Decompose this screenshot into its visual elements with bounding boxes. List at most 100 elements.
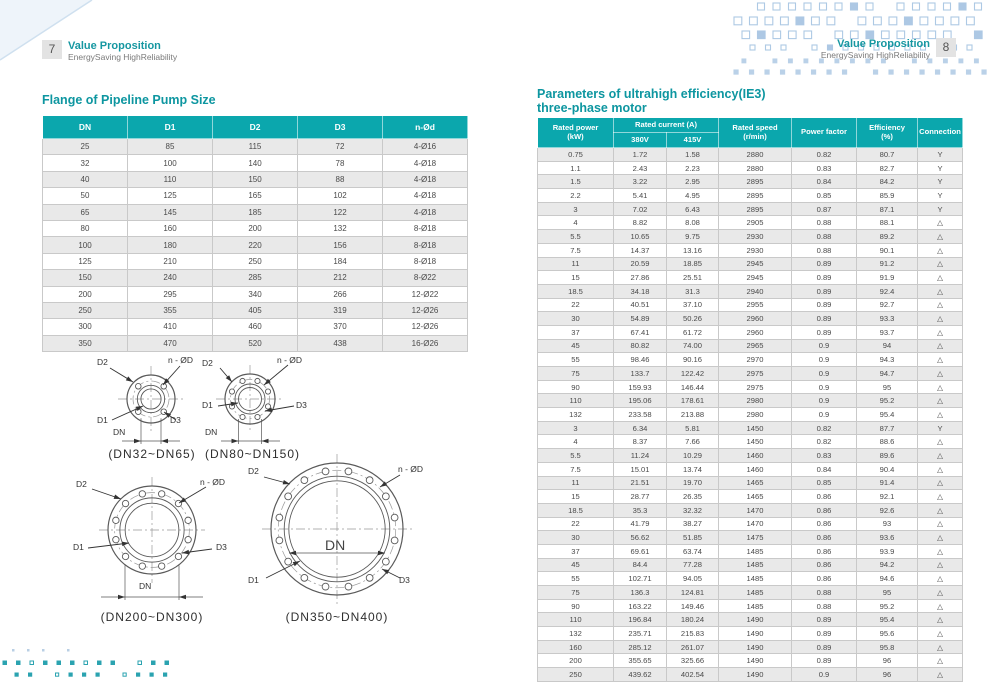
table-cell: 340: [212, 285, 298, 303]
table-cell: 85.9: [856, 188, 918, 203]
table-cell: 1490: [718, 626, 792, 641]
table-cell: 460: [212, 318, 298, 336]
table-cell: 200: [42, 285, 128, 303]
table-cell: 200: [212, 219, 298, 238]
table-cell: 2905: [718, 215, 792, 231]
table-cell: 40.51: [613, 297, 667, 313]
table-row: 75 136.3 124.81 1485 0.88 95 △: [537, 585, 963, 600]
table-row: 40 110 150 88 4-Ø18: [42, 170, 468, 189]
table-cell: 5.5: [537, 229, 614, 244]
col-dn: DN: [42, 115, 128, 139]
table-cell: △: [917, 338, 963, 354]
table-cell: 88: [297, 170, 383, 189]
table-row: 350 470 520 438 16-Ø26: [42, 334, 468, 353]
flange-label-d2: D2: [248, 466, 259, 476]
table-cell: 240: [127, 269, 213, 287]
table-cell: 145: [127, 203, 213, 221]
table-cell: 28.77: [613, 489, 667, 504]
table-row: 150 240 285 212 8-Ø22: [42, 269, 468, 287]
table-cell: 4: [537, 215, 614, 231]
flange-section-title: Flange of Pipeline Pump Size: [42, 93, 216, 107]
table-cell: 2965: [718, 338, 792, 354]
table-row: 5.5 10.65 9.75 2930 0.88 89.2 △: [537, 229, 963, 244]
table-cell: △: [917, 489, 963, 504]
table-cell: 132: [297, 219, 383, 238]
table-cell: 1465: [718, 475, 792, 491]
table-cell: 92.6: [856, 502, 918, 518]
table-cell: 2975: [718, 366, 792, 381]
table-cell: 90: [537, 379, 614, 395]
table-cell: 1450: [718, 420, 792, 436]
table-cell: 41.79: [613, 516, 667, 532]
table-cell: △: [917, 215, 963, 231]
flange-label-d1: D1: [248, 575, 259, 585]
table-cell: 0.89: [791, 639, 857, 655]
table-cell: 80.82: [613, 338, 667, 354]
table-cell: 2880: [718, 160, 792, 176]
flange-label-d3: D3: [296, 400, 307, 410]
table-cell: 32.32: [666, 502, 719, 518]
table-cell: Y: [917, 147, 963, 162]
table-cell: 3: [537, 420, 614, 436]
table-cell: 0.89: [791, 283, 857, 299]
table-cell: 110: [537, 393, 614, 409]
table-cell: 2945: [718, 270, 792, 285]
table-cell: 2895: [718, 201, 792, 217]
table-cell: 122.42: [666, 366, 719, 381]
table-cell: △: [917, 256, 963, 272]
table-cell: 13.16: [666, 242, 719, 258]
table-cell: 250: [212, 252, 298, 271]
table-cell: △: [917, 407, 963, 422]
table-cell: △: [917, 379, 963, 395]
table-cell: 3: [537, 201, 614, 217]
table-cell: 2.43: [613, 160, 667, 176]
table-cell: 94.2: [856, 557, 918, 573]
table-cell: 34.18: [613, 283, 667, 299]
table-cell: 195.06: [613, 393, 667, 409]
table-cell: 0.89: [791, 256, 857, 272]
table-row: 1.1 2.43 2.23 2880 0.83 82.7 Y: [537, 160, 963, 176]
dot-pattern-bottom-left: [2, 649, 169, 677]
table-cell: 1460: [718, 448, 792, 463]
table-cell: 37: [537, 324, 614, 340]
table-cell: 0.82: [791, 434, 857, 450]
table-cell: 0.86: [791, 516, 857, 532]
table-cell: 95: [856, 379, 918, 395]
table-cell: 98.46: [613, 352, 667, 367]
table-cell: 0.89: [791, 311, 857, 326]
col-d3: D3: [297, 115, 383, 139]
table-cell: 146.44: [666, 379, 719, 395]
table-cell: △: [917, 242, 963, 258]
table-row: 75 133.7 122.42 2975 0.9 94.7 △: [537, 366, 963, 381]
table-cell: 15: [537, 489, 614, 504]
col-380v: 380V: [613, 132, 667, 148]
table-cell: 0.82: [791, 147, 857, 162]
col-d1: D1: [127, 115, 213, 139]
table-cell: 96: [856, 653, 918, 669]
table-row: 110 195.06 178.61 2980 0.9 95.2 △: [537, 393, 963, 409]
table-cell: 37.10: [666, 297, 719, 313]
table-cell: 125: [42, 252, 128, 271]
table-cell: 19.70: [666, 475, 719, 491]
table-row: 45 84.4 77.28 1485 0.86 94.2 △: [537, 557, 963, 573]
flange-label-d3: D3: [216, 542, 227, 552]
table-cell: 27.86: [613, 270, 667, 285]
table-cell: 4.95: [666, 188, 719, 203]
table-cell: 1485: [718, 571, 792, 586]
table-row: 37 69.61 63.74 1485 0.86 93.9 △: [537, 543, 963, 559]
table-cell: 180.24: [666, 612, 719, 628]
table-row: 2.2 5.41 4.95 2895 0.85 85.9 Y: [537, 188, 963, 203]
col-d2: D2: [212, 115, 298, 139]
table-cell: 7.02: [613, 201, 667, 217]
table-cell: 0.84: [791, 174, 857, 190]
table-cell: 80.7: [856, 147, 918, 162]
table-cell: Y: [917, 201, 963, 217]
table-cell: △: [917, 612, 963, 628]
table-row: 1.5 3.22 2.95 2895 0.84 84.2 Y: [537, 174, 963, 190]
table-cell: 0.88: [791, 215, 857, 231]
table-row: 200 295 340 266 12-Ø22: [42, 285, 468, 303]
table-cell: 1465: [718, 489, 792, 504]
table-cell: 350: [42, 334, 128, 353]
table-cell: 30: [537, 530, 614, 545]
